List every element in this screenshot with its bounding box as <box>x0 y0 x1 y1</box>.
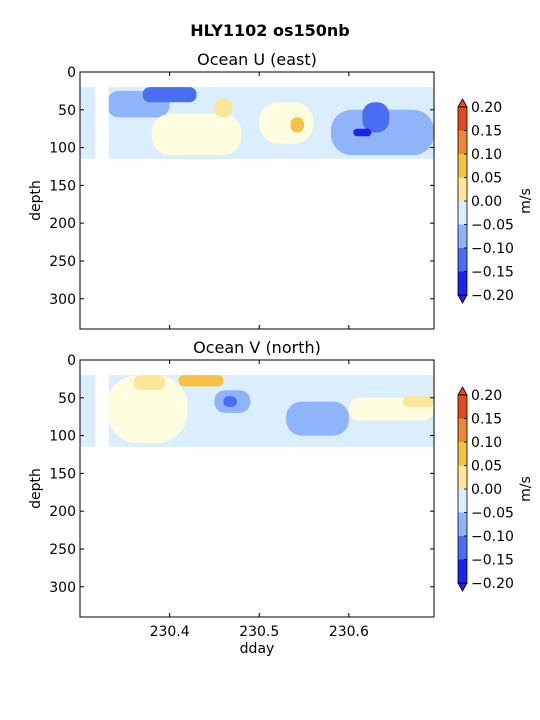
colorbar-band <box>458 512 467 536</box>
y-tick-label: 300 <box>49 580 76 596</box>
x-tick-label: 230.4 <box>150 624 190 640</box>
plot-frame <box>79 71 435 330</box>
data-region <box>214 98 233 118</box>
colorbar-band <box>458 442 467 466</box>
data-region <box>151 113 242 156</box>
panel-1: Ocean U (east) 0 50 100 150 200 250 300 depth 0.2… <box>28 50 534 330</box>
colorbar-band <box>458 177 467 201</box>
data-region <box>330 109 434 156</box>
y-axis-label: depth <box>28 468 44 509</box>
colorbar-band <box>458 130 467 154</box>
y-tick-label: 0 <box>67 65 76 81</box>
colorbar-tick-label: 0.00 <box>471 482 502 498</box>
colorbar-extend-max <box>457 98 468 108</box>
data-region <box>362 102 390 133</box>
y-axis-label: depth <box>28 180 44 221</box>
data-region <box>290 117 305 133</box>
y-tick-label: 200 <box>49 216 76 232</box>
y-tick-label: 50 <box>58 391 76 407</box>
colorbar-band <box>458 107 467 131</box>
colorbar-tick-label: −0.05 <box>471 506 514 522</box>
colorbar-tick-label: −0.15 <box>471 265 514 281</box>
data-region <box>106 375 188 444</box>
colorbar-tick-label: 0.10 <box>471 147 502 163</box>
y-tick-label: 0 <box>67 353 76 369</box>
data-region <box>142 87 197 103</box>
data-region <box>187 375 206 382</box>
colorbar-band <box>458 395 467 419</box>
figure-title: HLY1102 os150nb <box>190 21 350 40</box>
colorbar-tick-label: −0.15 <box>471 553 514 569</box>
colorbar-tick-label: −0.10 <box>471 241 514 257</box>
data-region <box>353 128 372 137</box>
y-tick-label: 50 <box>58 103 76 119</box>
colorbar-extend-max <box>457 386 468 396</box>
colorbar-tick-label: −0.10 <box>471 529 514 545</box>
data-region <box>286 401 349 436</box>
colorbar-band <box>458 559 467 583</box>
data-field <box>80 72 434 329</box>
y-tick-label: 250 <box>49 254 76 270</box>
colorbar-band <box>458 224 467 248</box>
x-axis-label: dday <box>240 641 275 657</box>
panel-2: Ocean V (north) 0 50 100 150 200 250 300 230.4 23… <box>28 338 534 657</box>
colorbar-band <box>458 201 467 225</box>
data-region <box>133 375 166 391</box>
colorbar-tick-label: 0.05 <box>471 171 502 187</box>
y-tick-label: 150 <box>49 178 76 194</box>
colorbar-label: m/s <box>518 188 534 214</box>
colorbar-band <box>458 418 467 442</box>
data-gap <box>95 360 109 617</box>
y-tick-label: 100 <box>49 141 76 157</box>
colorbar-band <box>458 536 467 560</box>
colorbar-tick-label: −0.20 <box>471 288 514 304</box>
data-field <box>80 360 434 617</box>
colorbar: 0.20 0.15 0.10 0.05 0.00 −0.05 −0.10 −0.15 −0.20… <box>457 98 534 304</box>
y-tick-label: 300 <box>49 292 76 308</box>
colorbar-extend-min <box>457 294 468 304</box>
colorbar: 0.20 0.15 0.10 0.05 0.00 −0.05 −0.10 −0.15 −0.20… <box>457 386 534 592</box>
colorbar-label: m/s <box>518 476 534 502</box>
colorbar-tick-label: 0.00 <box>471 194 502 210</box>
colorbar-tick-label: 0.05 <box>471 459 502 475</box>
colorbar-band <box>458 465 467 489</box>
data-region <box>223 396 237 407</box>
y-tick-label: 150 <box>49 466 76 482</box>
colorbar-band <box>458 271 467 295</box>
data-region <box>259 102 314 144</box>
y-tick-label: 200 <box>49 504 76 520</box>
panel-title: Ocean V (north) <box>193 338 321 357</box>
y-tick-label: 250 <box>49 542 76 558</box>
x-tick-label: 230.6 <box>329 624 369 640</box>
colorbar-extend-min <box>457 582 468 592</box>
plot-frame <box>79 359 435 618</box>
x-tick-label: 230.5 <box>239 624 279 640</box>
panel-title: Ocean U (east) <box>197 50 317 69</box>
colorbar-tick-label: −0.05 <box>471 218 514 234</box>
panels: Ocean U (east) 0 50 100 150 200 250 300 depth 0.2… <box>28 50 534 657</box>
colorbar-tick-label: −0.20 <box>471 576 514 592</box>
colorbar-tick-label: 0.15 <box>471 412 502 428</box>
colorbar-band <box>458 154 467 178</box>
colorbar-tick-label: 0.15 <box>471 124 502 140</box>
y-tick-label: 100 <box>49 429 76 445</box>
colorbar-tick-label: 0.20 <box>471 100 502 116</box>
data-gap <box>95 72 109 329</box>
colorbar-band <box>458 489 467 513</box>
colorbar-band <box>458 248 467 272</box>
data-region <box>402 396 434 407</box>
colorbar-tick-label: 0.20 <box>471 388 502 404</box>
colorbar-tick-label: 0.10 <box>471 435 502 451</box>
